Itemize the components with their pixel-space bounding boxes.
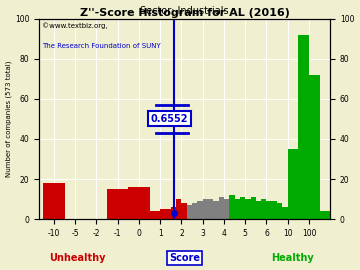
Bar: [166, 209, 171, 219]
Text: Unhealthy: Unhealthy: [49, 253, 105, 263]
Text: ©www.textbiz.org,: ©www.textbiz.org,: [42, 23, 108, 29]
Title: Z''-Score Histogram for AL (2016): Z''-Score Histogram for AL (2016): [80, 8, 289, 18]
Bar: [261, 199, 266, 219]
Bar: [266, 201, 272, 219]
Text: Healthy: Healthy: [271, 253, 314, 263]
Bar: [240, 197, 245, 219]
Bar: [43, 183, 64, 219]
Bar: [309, 75, 320, 219]
Bar: [149, 211, 160, 219]
Bar: [251, 197, 256, 219]
Bar: [219, 197, 224, 219]
Bar: [245, 199, 251, 219]
Bar: [288, 149, 298, 219]
Text: The Research Foundation of SUNY: The Research Foundation of SUNY: [42, 43, 161, 49]
Text: Score: Score: [169, 253, 200, 263]
Bar: [160, 209, 166, 219]
Bar: [256, 201, 261, 219]
Bar: [235, 199, 240, 219]
Y-axis label: Number of companies (573 total): Number of companies (573 total): [5, 61, 12, 177]
Bar: [155, 211, 166, 219]
Bar: [128, 187, 149, 219]
Bar: [107, 189, 128, 219]
Bar: [181, 203, 187, 219]
Bar: [298, 35, 309, 219]
Bar: [192, 203, 197, 219]
Text: Sector: Industrials: Sector: Industrials: [140, 6, 229, 16]
Bar: [171, 207, 176, 219]
Bar: [272, 201, 277, 219]
Bar: [229, 195, 235, 219]
Bar: [282, 207, 288, 219]
Bar: [197, 201, 203, 219]
Bar: [213, 201, 219, 219]
Bar: [224, 199, 229, 219]
Bar: [187, 205, 192, 219]
Bar: [320, 211, 330, 219]
Bar: [208, 199, 213, 219]
Bar: [277, 203, 282, 219]
Text: 0.6552: 0.6552: [150, 114, 188, 124]
Bar: [176, 199, 181, 219]
Bar: [203, 199, 208, 219]
